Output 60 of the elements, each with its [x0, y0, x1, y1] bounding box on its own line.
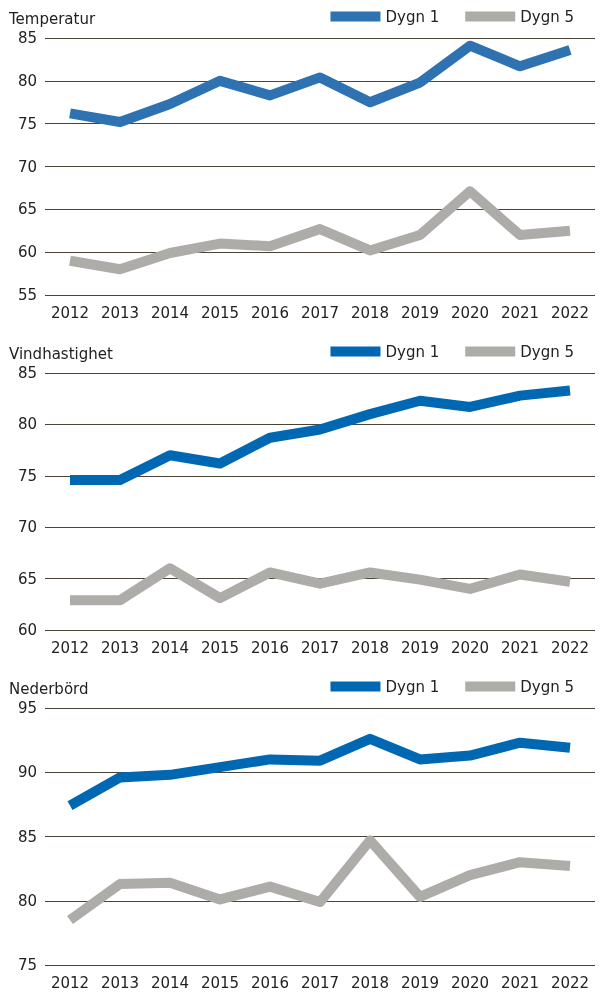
x-tick-label: 2016: [250, 303, 290, 322]
x-tick-label: 2015: [200, 973, 240, 992]
y-tick-label: 95: [17, 699, 37, 717]
y-tick-label: 55: [17, 286, 37, 304]
y-tick-label: 75: [17, 466, 37, 485]
x-tick-label: 2014: [150, 638, 190, 657]
y-tick-label: 70: [17, 157, 37, 176]
x-tick-label: 2015: [200, 303, 240, 322]
y-tick-label: 80: [17, 415, 37, 434]
x-tick-label: 2012: [50, 303, 90, 322]
legend-label: Dygn 1: [385, 677, 440, 696]
x-tick-label: 2014: [150, 973, 190, 992]
y-tick-label: 70: [17, 518, 37, 537]
y-tick-label: 65: [17, 569, 37, 588]
legend-label: Dygn 5: [520, 677, 575, 696]
x-tick-label: 2019: [400, 303, 440, 322]
x-tick-label: 2012: [50, 638, 90, 657]
chart-title: Nederbörd: [9, 679, 89, 698]
x-tick-label: 2020: [450, 638, 490, 657]
x-tick-label: 2021: [500, 638, 540, 657]
y-tick-label: 80: [17, 71, 37, 90]
y-tick-label: 85: [17, 29, 37, 47]
x-tick-label: 2021: [500, 973, 540, 992]
chart-title: Vindhastighet: [9, 344, 113, 363]
chart-title: Temperatur: [8, 9, 96, 28]
x-tick-label: 2016: [250, 638, 290, 657]
x-tick-label: 2012: [50, 973, 90, 992]
x-tick-label: 2017: [300, 303, 340, 322]
legend-label: Dygn 1: [385, 342, 440, 361]
x-tick-label: 2013: [100, 973, 140, 992]
x-tick-label: 2022: [550, 973, 590, 992]
x-tick-label: 2019: [400, 638, 440, 657]
x-tick-label: 2016: [250, 973, 290, 992]
x-tick-label: 2020: [450, 973, 490, 992]
x-tick-label: 2021: [500, 303, 540, 322]
x-tick-label: 2015: [200, 638, 240, 657]
y-tick-label: 75: [17, 114, 37, 133]
y-tick-label: 90: [17, 763, 37, 782]
x-tick-label: 2017: [300, 638, 340, 657]
x-tick-label: 2013: [100, 303, 140, 322]
x-tick-label: 2019: [400, 973, 440, 992]
legend-label: Dygn 5: [520, 7, 575, 26]
x-tick-label: 2018: [350, 973, 390, 992]
y-tick-label: 65: [17, 200, 37, 219]
x-tick-label: 2014: [150, 303, 190, 322]
y-tick-label: 60: [17, 243, 37, 262]
legend-label: Dygn 1: [385, 7, 440, 26]
y-tick-label: 75: [17, 956, 37, 974]
x-tick-label: 2022: [550, 638, 590, 657]
y-tick-label: 85: [17, 827, 37, 846]
y-tick-label: 80: [17, 891, 37, 910]
x-tick-label: 2020: [450, 303, 490, 322]
x-tick-label: 2017: [300, 973, 340, 992]
y-tick-label: 85: [17, 364, 37, 382]
x-tick-label: 2013: [100, 638, 140, 657]
legend-label: Dygn 5: [520, 342, 575, 361]
y-tick-label: 60: [17, 621, 37, 639]
x-tick-label: 2018: [350, 303, 390, 322]
x-tick-label: 2022: [550, 303, 590, 322]
x-tick-label: 2018: [350, 638, 390, 657]
